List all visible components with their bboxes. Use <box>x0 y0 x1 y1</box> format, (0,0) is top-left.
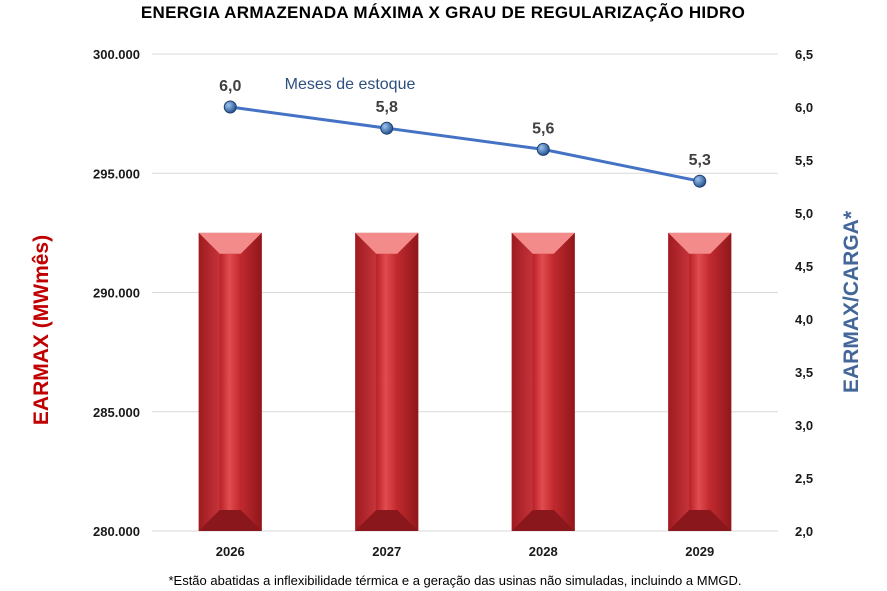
line-path <box>230 105 701 183</box>
right-tick-label: 2,0 <box>795 524 813 539</box>
right-tick-label: 6,0 <box>795 100 813 115</box>
data-label: 5,3 <box>689 152 711 169</box>
data-label: 5,6 <box>532 120 554 137</box>
left-tick-label: 290.000 <box>93 286 140 301</box>
left-tick-label: 280.000 <box>93 524 140 539</box>
bar-bottom-bevel <box>355 510 419 531</box>
bar-left-bevel <box>355 232 377 531</box>
line-series-label: Meses de estoque <box>285 76 416 93</box>
bar-bottom-bevel <box>668 510 732 531</box>
right-tick-label: 4,0 <box>795 312 813 327</box>
bar-right-bevel <box>710 232 732 531</box>
bar-face <box>376 253 398 510</box>
chart-title: ENERGIA ARMAZENADA MÁXIMA X GRAU DE REGU… <box>141 2 745 22</box>
line-point <box>693 174 707 188</box>
right-tick-label: 3,0 <box>795 418 813 433</box>
right-tick-label: 6,5 <box>795 47 813 62</box>
right-tick-label: 5,0 <box>795 206 813 221</box>
line-series: 6,0 5,8 5,6 5,3 <box>219 78 711 188</box>
bar-face <box>219 253 241 510</box>
bar-right-bevel <box>397 232 419 531</box>
bar-right-bevel <box>240 232 262 531</box>
line-point <box>380 121 394 135</box>
bar-left-bevel <box>198 232 220 531</box>
footnote: *Estão abatidas a inflexibilidade térmic… <box>168 573 741 588</box>
bar-right-bevel <box>553 232 575 531</box>
bar <box>668 232 732 531</box>
x-axis-ticks: 2026 2027 2028 2029 <box>216 544 714 559</box>
x-tick-label: 2028 <box>529 544 558 559</box>
left-axis-ticks: 280.000 285.000 290.000 295.000 300.000 <box>93 47 140 539</box>
left-axis-label: EARMAX (MWmês) <box>30 235 53 425</box>
bar-bottom-bevel <box>511 510 575 531</box>
left-tick-label: 285.000 <box>93 405 140 420</box>
x-tick-label: 2029 <box>685 544 714 559</box>
data-label: 6,0 <box>219 78 241 95</box>
bar-series <box>198 232 732 531</box>
right-tick-label: 2,5 <box>795 471 813 486</box>
x-tick-label: 2026 <box>216 544 245 559</box>
data-label: 5,8 <box>376 99 398 116</box>
right-tick-label: 4,5 <box>795 259 813 274</box>
bar-left-bevel <box>511 232 533 531</box>
right-tick-label: 5,5 <box>795 153 813 168</box>
bar-face <box>532 253 554 510</box>
right-tick-label: 3,5 <box>795 365 813 380</box>
line-point <box>223 100 237 114</box>
bar-bottom-bevel <box>198 510 262 531</box>
right-axis-ticks: 2,0 2,5 3,0 3,5 4,0 4,5 5,0 5,5 6,0 6,5 <box>795 47 813 539</box>
bar <box>198 232 262 531</box>
left-tick-label: 295.000 <box>93 166 140 181</box>
left-tick-label: 300.000 <box>93 47 140 62</box>
bar <box>355 232 419 531</box>
bar-left-bevel <box>668 232 690 531</box>
bar-face <box>689 253 711 510</box>
bar <box>511 232 575 531</box>
line-point <box>536 142 550 156</box>
right-axis-label: EARMAX/CARGA* <box>840 210 863 393</box>
x-tick-label: 2027 <box>372 544 401 559</box>
